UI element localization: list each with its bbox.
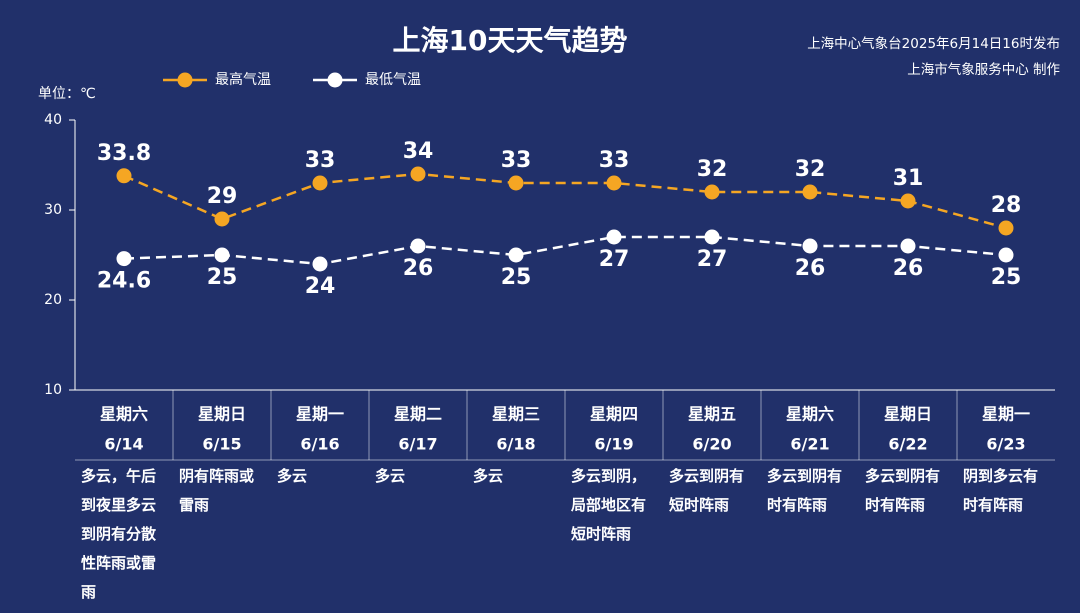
date-label: 6/20: [692, 435, 731, 454]
data-label: 25: [501, 265, 532, 290]
weather-text: 阴到多云有时有阵雨: [963, 467, 1039, 514]
weather-text: 多云: [277, 467, 308, 485]
weather-text: 阴有阵雨或雷雨: [179, 467, 255, 514]
x-tick-label: 星期四: [590, 405, 638, 424]
source: 上海市气象服务中心 制作: [907, 61, 1060, 78]
point: [410, 166, 426, 182]
chart-title: 上海10天天气趋势: [393, 24, 628, 57]
data-label: 31: [893, 166, 924, 191]
point: [998, 247, 1014, 263]
x-tick-label: 星期三: [492, 405, 540, 424]
date-label: 6/23: [986, 435, 1025, 454]
series-line: [123, 235, 1007, 266]
legend-marker: [327, 72, 343, 88]
data-label: 33: [501, 148, 532, 173]
date-label: 6/19: [594, 435, 633, 454]
data-label: 33.8: [97, 141, 151, 166]
point: [312, 256, 328, 272]
point: [214, 247, 230, 263]
x-tick-label: 星期五: [688, 405, 736, 424]
point: [116, 251, 132, 267]
series-line: [123, 172, 1007, 230]
date-label: 6/21: [790, 435, 829, 454]
weather-text: 多云到阴有时有阵雨: [865, 467, 941, 514]
data-label: 26: [795, 256, 826, 281]
data-label: 25: [207, 265, 238, 290]
point: [998, 220, 1014, 236]
data-label: 33: [599, 148, 630, 173]
legend-label: 最低气温: [365, 72, 421, 88]
point: [508, 247, 524, 263]
y-tick-label: 20: [44, 292, 62, 308]
x-tick-label: 星期六: [100, 405, 148, 424]
data-label: 26: [403, 256, 434, 281]
weather-text: 多云，午后到夜里多云到阴有分散性阵雨或雷雨: [81, 467, 157, 601]
data-label: 33: [305, 148, 336, 173]
x-tick-label: 星期一: [982, 405, 1030, 424]
data-label: 29: [207, 184, 238, 209]
data-label: 28: [991, 193, 1022, 218]
point: [704, 229, 720, 245]
point: [900, 238, 916, 254]
date-label: 6/15: [202, 435, 241, 454]
date-label: 6/16: [300, 435, 339, 454]
data-label: 26: [893, 256, 924, 281]
source: 上海中心气象台2025年6月14日16时发布: [807, 36, 1060, 52]
data-label: 24: [305, 274, 336, 299]
weather-text: 多云到阴有时有阵雨: [767, 467, 843, 514]
data-label: 24.6: [97, 269, 151, 294]
data-label: 34: [403, 139, 434, 164]
point: [116, 168, 132, 184]
weather-text: 多云到阴有短时阵雨: [669, 467, 745, 514]
data-label: 25: [991, 265, 1022, 290]
y-tick-label: 10: [44, 382, 62, 398]
point: [508, 175, 524, 191]
data-label: 27: [599, 247, 630, 272]
date-label: 6/18: [496, 435, 535, 454]
data-label: 27: [697, 247, 728, 272]
x-tick-label: 星期日: [198, 405, 246, 424]
y-unit: 单位：℃: [38, 86, 96, 102]
legend-marker: [177, 72, 193, 88]
point: [802, 184, 818, 200]
weather-text: 多云到阴，局部地区有短时阵雨: [571, 467, 647, 543]
y-tick-label: 40: [44, 112, 62, 128]
x-tick-label: 星期二: [394, 405, 442, 424]
point: [802, 238, 818, 254]
date-label: 6/14: [104, 435, 143, 454]
point: [410, 238, 426, 254]
point: [606, 229, 622, 245]
x-tick-label: 星期一: [296, 405, 344, 424]
data-label: 32: [795, 157, 826, 182]
date-label: 6/17: [398, 435, 437, 454]
point: [214, 211, 230, 227]
point: [900, 193, 916, 209]
weather-text: 多云: [375, 467, 406, 485]
x-tick-label: 星期日: [884, 405, 932, 424]
weather-text: 多云: [473, 467, 504, 485]
data-label: 32: [697, 157, 728, 182]
y-tick-label: 30: [44, 202, 62, 218]
point: [312, 175, 328, 191]
date-label: 6/22: [888, 435, 927, 454]
point: [704, 184, 720, 200]
legend-label: 最高气温: [215, 71, 271, 88]
x-tick-label: 星期六: [786, 405, 834, 424]
point: [606, 175, 622, 191]
